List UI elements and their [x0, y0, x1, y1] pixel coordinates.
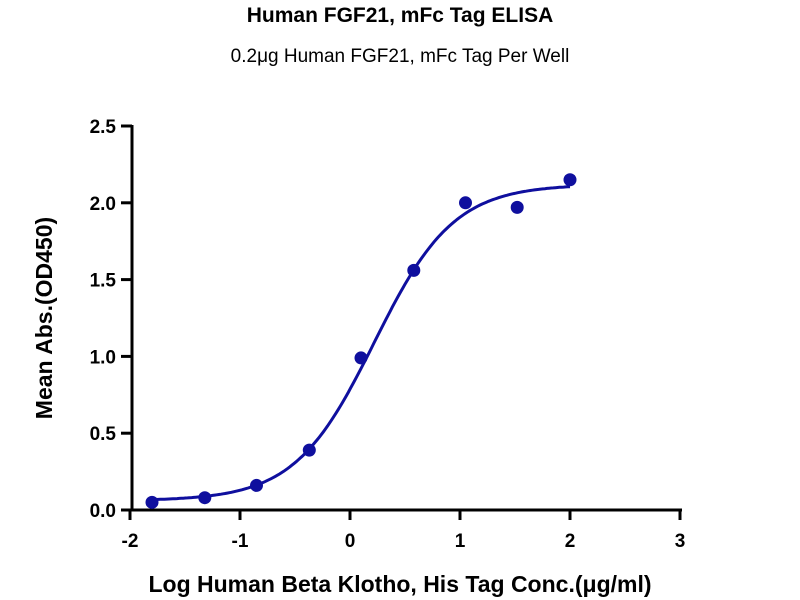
x-tick-label: -2 [122, 531, 139, 552]
data-point [459, 196, 472, 210]
data-point [354, 351, 368, 365]
data-point [145, 495, 159, 509]
y-tick-label: 0.0 [90, 501, 116, 522]
data-point [563, 173, 577, 187]
x-tick-label: 3 [675, 531, 686, 552]
y-tick-label: 2.5 [90, 117, 117, 138]
y-tick-label: 2.0 [90, 194, 116, 215]
y-tick-label: 1.5 [90, 271, 117, 292]
x-tick-label: 0 [345, 531, 356, 552]
x-tick-label: -1 [232, 531, 249, 552]
fit-curve [151, 185, 571, 502]
x-tick-label: 2 [565, 531, 576, 552]
data-point [407, 263, 421, 277]
y-tick-label: 0.5 [90, 424, 117, 445]
data-point [510, 200, 524, 214]
data-point [302, 443, 316, 457]
x-tick-label: 1 [455, 531, 466, 552]
y-tick-label: 1.0 [90, 347, 116, 368]
chart-title: Human FGF21, mFc Tag ELISA [247, 4, 554, 27]
data-point [250, 478, 263, 492]
data-point [198, 491, 212, 505]
y-axis-label: Mean Abs.(OD450) [31, 217, 57, 419]
x-axis-label: Log Human Beta Klotho, His Tag Conc.(μg/… [148, 571, 651, 597]
chart-subtitle: 0.2μg Human FGF21, mFc Tag Per Well [231, 46, 570, 67]
